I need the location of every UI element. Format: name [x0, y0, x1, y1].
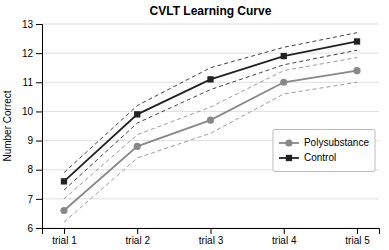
- x-axis: trial 1 trial 2 trial 3 trial 4 trial 5: [43, 228, 380, 246]
- y-tick-mark: [36, 53, 42, 54]
- x-tick-mark: [211, 228, 212, 234]
- y-tick-label: 6: [27, 223, 33, 234]
- y-tick: 9: [27, 135, 42, 146]
- marker: [207, 117, 214, 124]
- y-tick: 7: [27, 194, 42, 205]
- y-tick-mark: [36, 111, 42, 112]
- chart-container: 6 7 8 9 10 11 12 13 trial 1 trial 2 trial 3 trial 4…: [0, 0, 389, 250]
- marker: [353, 67, 360, 74]
- title: CVLT Learning Curve: [150, 4, 272, 18]
- legend-label: Polysubstance: [304, 137, 369, 148]
- y-tick-mark: [36, 24, 42, 25]
- marker: [354, 38, 360, 44]
- legend-item: Control: [279, 152, 336, 163]
- ci-line: [64, 58, 357, 199]
- legend-marker: [285, 139, 292, 146]
- grid-line: [42, 111, 379, 112]
- y-tick-mark: [36, 228, 42, 229]
- ci-line: [64, 33, 357, 173]
- y-tick-label: 12: [22, 48, 34, 59]
- x-tick-label: trial 4: [272, 235, 297, 246]
- y-tick-label: 13: [22, 19, 34, 30]
- y-tick-label: 10: [22, 106, 34, 117]
- grid: [42, 24, 379, 228]
- grid-line: [42, 24, 379, 25]
- y-tick: 8: [27, 164, 42, 175]
- legend-marker: [286, 155, 292, 161]
- y-tick-label: 11: [23, 77, 34, 88]
- y-axis: 6 7 8 9 10 11 12 13: [22, 19, 43, 234]
- legend-item: Polysubstance: [279, 137, 369, 148]
- y-tick: 13: [22, 19, 42, 30]
- x-tick-label: trial 5: [345, 235, 370, 246]
- x-tick: trial 4: [272, 228, 297, 246]
- marker: [134, 111, 140, 117]
- marker: [61, 178, 67, 184]
- y-tick: 11: [23, 77, 42, 88]
- x-tick-mark: [284, 228, 285, 234]
- marker: [280, 79, 287, 86]
- y-tick: 6: [27, 223, 42, 234]
- grid-line: [42, 53, 379, 54]
- y-tick-label: 8: [27, 164, 33, 175]
- y-tick-mark: [36, 199, 42, 200]
- y-tick-mark: [36, 82, 42, 83]
- x-tick-mark: [64, 228, 65, 234]
- series-group: [61, 38, 360, 184]
- x-tick: trial 5: [345, 228, 370, 246]
- y-tick-label: 9: [27, 135, 33, 146]
- y-axis-title: Number Correct: [2, 90, 13, 161]
- legend-label: Control: [304, 152, 336, 163]
- mean-line: [64, 41, 357, 181]
- legend: Polysubstance Control: [273, 129, 375, 171]
- y-tick-label: 7: [27, 194, 33, 205]
- marker: [207, 76, 213, 82]
- y-tick: 10: [22, 106, 42, 117]
- y-tick-mark: [36, 170, 42, 171]
- legend-box: [273, 129, 375, 171]
- y-tick-mark: [36, 141, 42, 142]
- x-tick: trial 2: [126, 228, 151, 246]
- chart-svg: 6 7 8 9 10 11 12 13 trial 1 trial 2 trial 3 trial 4…: [0, 0, 389, 250]
- marker: [134, 143, 141, 150]
- x-tick-mark: [357, 228, 358, 234]
- x-tick-label: trial 1: [52, 235, 77, 246]
- x-tick-label: trial 2: [126, 235, 151, 246]
- x-tick-label: trial 3: [199, 235, 224, 246]
- ci-line: [64, 82, 357, 222]
- x-tick: trial 3: [199, 228, 224, 246]
- y-axis-line: [36, 25, 43, 229]
- x-tick: trial 1: [52, 228, 77, 246]
- y-tick: 12: [22, 48, 42, 59]
- marks: [60, 33, 360, 222]
- x-tick-mark: [137, 228, 138, 234]
- marker: [60, 207, 67, 214]
- grid-line: [42, 198, 379, 199]
- marker: [281, 53, 287, 59]
- plot-area: 6 7 8 9 10 11 12 13 trial 1 trial 2 trial 3 trial 4…: [22, 19, 380, 246]
- x-axis-line: [43, 229, 380, 235]
